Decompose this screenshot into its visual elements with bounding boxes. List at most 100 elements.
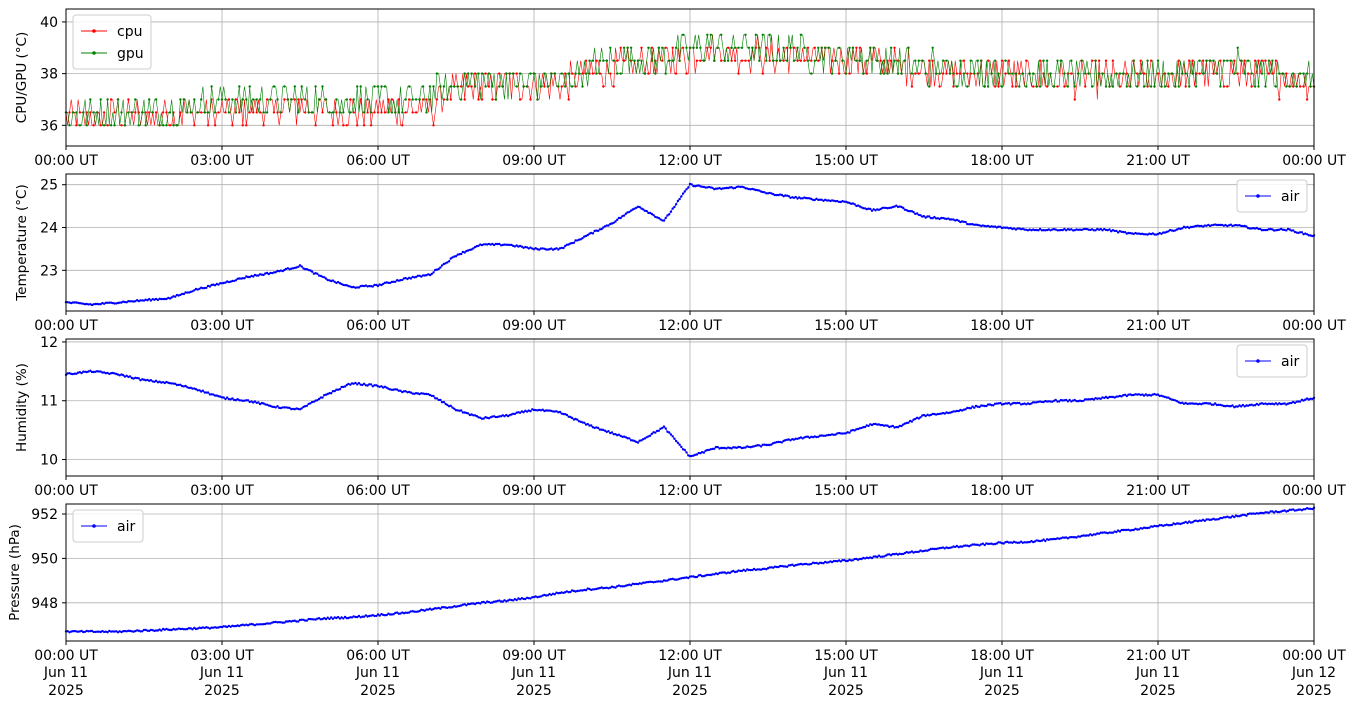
data-point (763, 443, 766, 446)
data-point (1108, 85, 1111, 88)
data-point (1298, 400, 1302, 403)
data-point (1059, 537, 1063, 540)
data-point (870, 556, 874, 560)
data-point (208, 393, 212, 396)
data-point (919, 416, 922, 419)
data-point (82, 630, 85, 634)
data-point (856, 204, 860, 207)
data-point (378, 385, 381, 388)
data-point (673, 437, 676, 440)
data-point (1189, 402, 1193, 405)
data-point (276, 405, 279, 408)
data-point (1004, 226, 1007, 229)
data-point (1122, 230, 1125, 234)
data-point (1236, 515, 1239, 518)
data-point (144, 298, 147, 301)
data-point (744, 446, 747, 449)
data-point (898, 552, 901, 555)
data-point (915, 212, 919, 215)
data-point (342, 385, 345, 389)
data-point (893, 426, 896, 429)
data-point (109, 98, 113, 101)
data-point (1044, 399, 1047, 403)
data-point (825, 199, 829, 202)
data-point (973, 72, 976, 75)
data-point (841, 559, 844, 562)
data-point (473, 72, 477, 75)
data-point (283, 98, 286, 101)
data-point (1063, 72, 1066, 75)
data-point (629, 584, 633, 587)
data-point (1205, 224, 1208, 227)
data-point (983, 404, 986, 408)
data-point (1222, 516, 1226, 519)
data-point (1108, 531, 1111, 534)
data-point (851, 46, 855, 49)
data-point (401, 278, 404, 282)
data-point (425, 392, 428, 396)
data-point (498, 599, 501, 602)
data-point (425, 98, 428, 101)
data-point (494, 415, 498, 419)
data-point (179, 98, 182, 101)
data-point (1059, 228, 1063, 232)
data-point (971, 405, 974, 408)
data-point (465, 604, 468, 607)
data-point (1188, 402, 1191, 405)
y-tick-label: 950 (31, 551, 58, 567)
data-point (591, 72, 595, 75)
data-point (862, 207, 865, 210)
data-point (238, 399, 241, 402)
data-point (205, 286, 208, 289)
data-point (959, 59, 962, 62)
data-point (676, 441, 680, 444)
data-point (834, 559, 837, 563)
data-point (373, 283, 376, 287)
data-point (1122, 528, 1125, 532)
data-point (122, 374, 125, 377)
data-point (87, 370, 90, 373)
data-point (336, 615, 340, 619)
data-point (449, 257, 452, 260)
data-point (196, 288, 199, 291)
data-point (1118, 72, 1122, 75)
data-point (1309, 507, 1312, 510)
data-point (371, 285, 374, 288)
data-point (619, 585, 622, 588)
y-tick-label: 12 (40, 335, 58, 351)
data-point (737, 46, 740, 49)
data-point (206, 111, 210, 114)
data-point (161, 124, 165, 127)
data-point (993, 85, 997, 88)
data-point (1167, 396, 1170, 399)
data-point (123, 629, 127, 633)
data-point (955, 409, 959, 413)
data-point (90, 370, 94, 374)
data-point (515, 598, 518, 602)
data-point (258, 623, 262, 626)
data-point (1179, 522, 1182, 526)
data-point (1217, 403, 1220, 406)
data-point (1285, 229, 1288, 232)
data-point (876, 59, 879, 62)
data-point (740, 59, 744, 62)
data-point (503, 243, 506, 246)
data-point (1149, 85, 1153, 88)
data-point (761, 33, 764, 36)
data-point (1191, 59, 1194, 62)
data-point (125, 301, 128, 304)
data-point (780, 441, 784, 444)
data-point (621, 435, 624, 438)
x-year-label: 2025 (828, 683, 864, 699)
data-point (284, 620, 288, 623)
data-point (945, 217, 948, 221)
data-point (466, 412, 470, 415)
data-point (127, 300, 130, 303)
data-point (96, 111, 99, 114)
data-point (664, 427, 667, 430)
data-point (558, 410, 562, 414)
data-point (1246, 226, 1250, 230)
data-point (614, 220, 617, 223)
data-point (213, 284, 217, 287)
data-point (636, 441, 640, 444)
